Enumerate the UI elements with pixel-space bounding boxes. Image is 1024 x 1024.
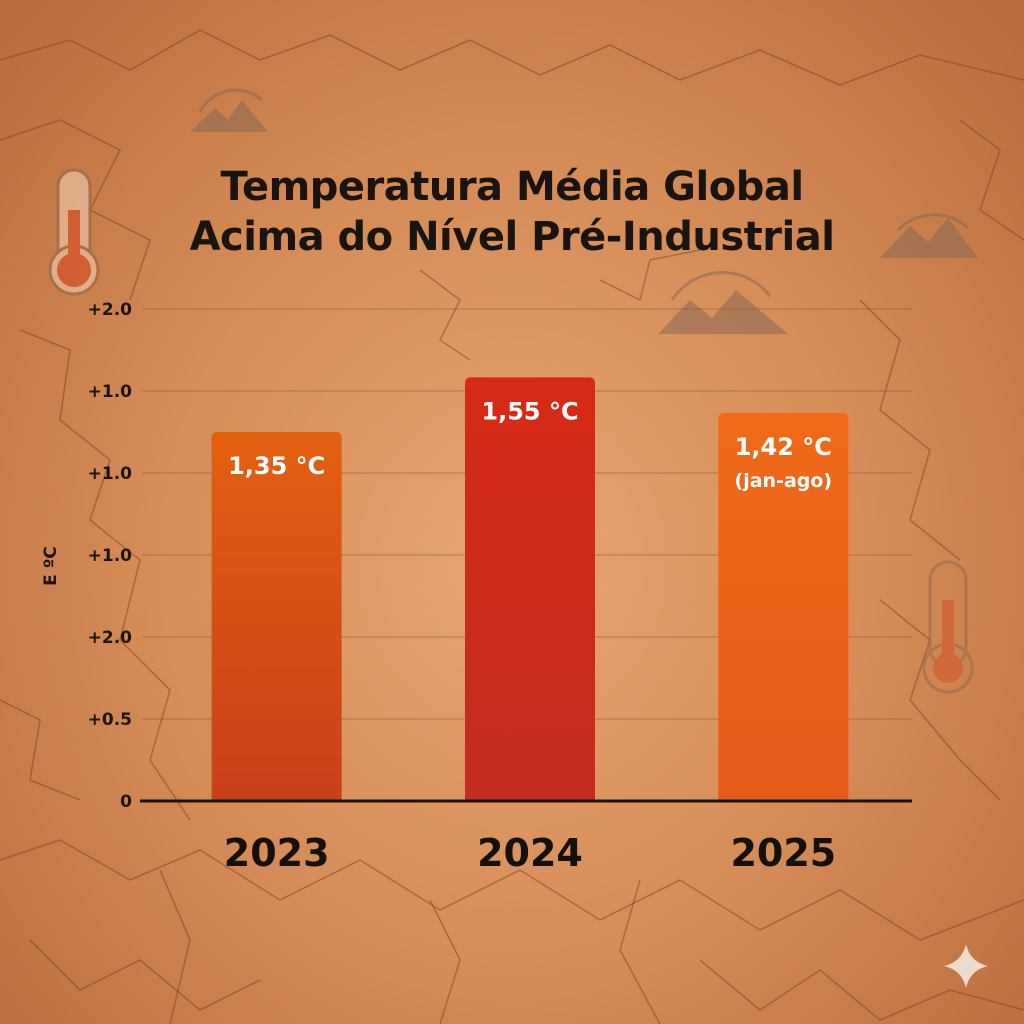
chart-title-line-1: Temperatura Média Global xyxy=(220,164,804,210)
y-tick-label: +2.0 xyxy=(88,300,133,320)
bar-group: 1,35 °C xyxy=(211,432,342,801)
x-tick-label: 2025 xyxy=(730,831,836,875)
y-tick-label: +1.0 xyxy=(88,464,133,484)
x-axis-labels: 2023 2024 2025 xyxy=(224,831,836,875)
thermometer-icon xyxy=(48,168,100,296)
y-tick-label: +1.0 xyxy=(88,546,133,566)
chart-title: Temperatura Média Global Acima do Nível … xyxy=(0,162,1024,262)
bar-group: 1,55 °C xyxy=(465,377,595,801)
bar xyxy=(718,412,849,801)
mountain-icon xyxy=(190,88,268,132)
bar xyxy=(211,432,342,801)
bar-value-label: 1,42 °C xyxy=(735,433,832,461)
y-tick-label: +1.0 xyxy=(88,382,133,402)
bar-value-label: 1,35 °C xyxy=(228,452,325,480)
mountain-icon xyxy=(880,213,978,258)
bar xyxy=(465,377,595,801)
chart-title-line-2: Acima do Nível Pré-Industrial xyxy=(189,214,835,260)
bar-value-label: 1,55 °C xyxy=(481,397,578,425)
y-axis-label: E ºC xyxy=(41,546,61,586)
y-axis-ticks: 0 +0.5 +2.0 +1.0 +1.0 +1.0 +2.0 xyxy=(88,300,133,812)
bars: 1,35 °C 1,55 °C 1,42 °C (jan-ago) xyxy=(211,377,849,801)
x-tick-label: 2023 xyxy=(224,831,330,875)
thermometer-icon xyxy=(922,560,974,694)
bar-note-label: (jan-ago) xyxy=(735,470,833,492)
x-tick-label: 2024 xyxy=(477,831,583,875)
y-tick-label: 0 xyxy=(120,792,132,812)
y-tick-label: +2.0 xyxy=(88,628,133,648)
mountain-icon xyxy=(658,271,788,334)
bar-group: 1,42 °C (jan-ago) xyxy=(718,412,849,801)
y-tick-label: +0.5 xyxy=(88,710,132,730)
sparkle-icon xyxy=(944,944,988,988)
